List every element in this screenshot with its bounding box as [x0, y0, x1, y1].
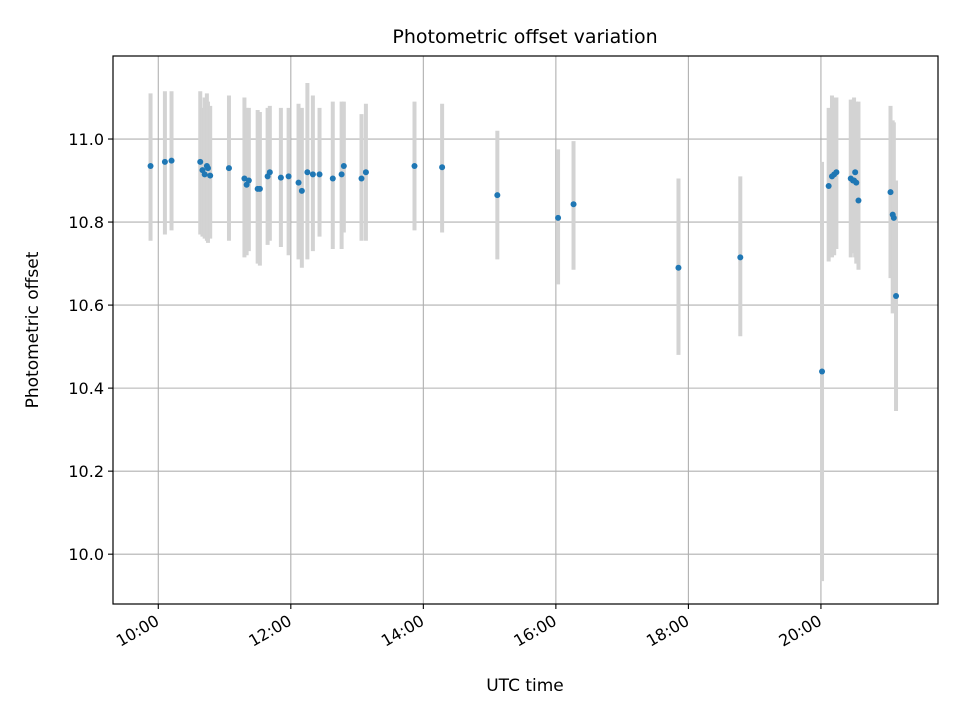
data-point [411, 163, 418, 170]
data-point [555, 214, 562, 221]
data-point [147, 163, 154, 170]
data-point [161, 158, 168, 165]
data-point [277, 174, 284, 181]
y-tick-label: 11.0 [68, 130, 104, 149]
data-point [309, 171, 316, 178]
data-point [266, 169, 273, 176]
plot-frame [112, 55, 939, 605]
data-point [362, 169, 369, 176]
chart-title: Photometric offset variation [392, 26, 657, 48]
y-tick-label: 10.4 [68, 379, 104, 398]
data-point [201, 171, 208, 178]
data-point [825, 182, 832, 189]
data-point [316, 171, 323, 178]
data-point [329, 175, 336, 182]
data-point [893, 292, 900, 299]
y-tick-label: 10.6 [68, 296, 104, 315]
data-point [285, 173, 292, 180]
data-point [298, 187, 305, 194]
data-point [204, 165, 211, 172]
data-point [225, 165, 232, 172]
data-point [304, 169, 311, 176]
data-point [819, 368, 826, 375]
data-point [675, 264, 682, 271]
data-point [295, 179, 302, 186]
data-point [494, 192, 501, 199]
data-point [855, 197, 862, 204]
data-point [570, 201, 577, 208]
data-point [207, 172, 214, 179]
data-point [853, 179, 860, 186]
data-point [852, 169, 859, 176]
y-tick-label: 10.0 [68, 545, 104, 564]
grid-lines [113, 56, 938, 604]
data-point [737, 254, 744, 261]
y-axis-ticks: 10.0 10.2 10.4 10.6 10.8 11.0 [68, 130, 113, 564]
y-tick-label: 10.8 [68, 213, 104, 232]
data-point [245, 177, 252, 184]
data-point [890, 214, 897, 221]
x-axis-label: UTC time [486, 676, 564, 696]
data-point [358, 175, 365, 182]
data-point [887, 189, 894, 196]
data-point [168, 157, 175, 164]
data-point [256, 185, 263, 192]
data-point [833, 169, 840, 176]
y-tick-label: 10.2 [68, 462, 104, 481]
y-axis-label: Photometric offset [23, 251, 43, 408]
data-points [147, 157, 900, 375]
data-point [197, 158, 204, 165]
data-point [439, 164, 446, 171]
data-point [338, 171, 345, 178]
data-point [340, 163, 347, 170]
